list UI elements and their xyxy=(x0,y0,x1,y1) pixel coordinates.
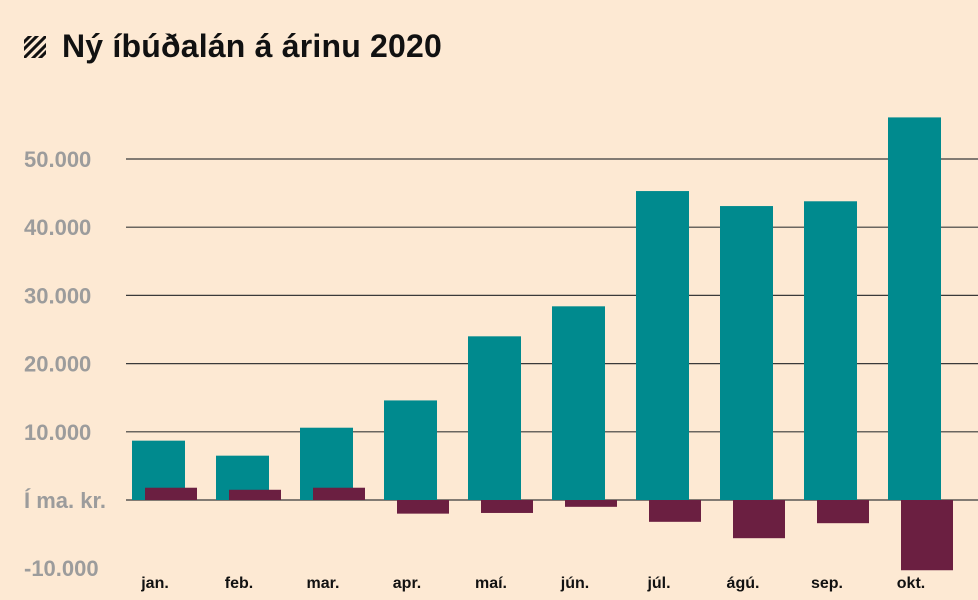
bar-series-1 xyxy=(636,191,689,500)
x-tick-label: feb. xyxy=(225,575,253,592)
bar-series-2 xyxy=(145,487,197,500)
y-axis: 50.000 40.000 30.000 20.000 10.000 -10.000 Í m… xyxy=(24,147,106,581)
x-tick-label: júl. xyxy=(646,575,670,592)
bar-series-2 xyxy=(481,500,533,513)
x-tick-label: apr. xyxy=(393,575,421,592)
title-row: Ný íbúðalán á árinu 2020 xyxy=(24,28,442,65)
bar-series-1 xyxy=(804,201,857,500)
x-tick-label: ágú. xyxy=(727,575,760,592)
bar-series-1 xyxy=(468,336,521,500)
x-tick-label: jún. xyxy=(560,575,589,592)
x-axis: jan. feb. mar. apr. maí. jún. júl. ágú. sep. okt. xyxy=(140,575,925,592)
y-tick-label: -10.000 xyxy=(24,556,99,581)
y-tick-label: 40.000 xyxy=(24,215,91,240)
y-tick-label: 50.000 xyxy=(24,147,91,172)
bar-series-2 xyxy=(397,500,449,514)
y-tick-label: 30.000 xyxy=(24,283,91,308)
x-tick-label: mar. xyxy=(307,575,340,592)
bar-series-2 xyxy=(649,500,701,522)
x-tick-label: jan. xyxy=(140,575,169,592)
bar-series-1 xyxy=(720,206,773,501)
bar-series-1 xyxy=(552,306,605,500)
chart-title: Ný íbúðalán á árinu 2020 xyxy=(62,28,443,64)
y-axis-label: Í ma. kr. xyxy=(24,488,106,513)
x-tick-label: okt. xyxy=(897,575,925,592)
bar-series-1 xyxy=(384,400,437,500)
bar-series-2 xyxy=(733,500,785,539)
bar-series-2 xyxy=(901,500,953,571)
y-tick-label: 10.000 xyxy=(24,420,91,445)
bar-series-2 xyxy=(313,487,365,500)
bars-layer xyxy=(132,117,953,571)
bar-series-1 xyxy=(888,117,941,500)
bar-series-2 xyxy=(229,489,281,500)
bar-series-2 xyxy=(565,500,617,507)
y-tick-label: 20.000 xyxy=(24,352,91,377)
bar-series-2 xyxy=(817,500,869,524)
x-tick-label: sep. xyxy=(811,575,843,592)
diagonal-stripes-icon xyxy=(24,35,46,58)
x-tick-label: maí. xyxy=(475,575,507,592)
